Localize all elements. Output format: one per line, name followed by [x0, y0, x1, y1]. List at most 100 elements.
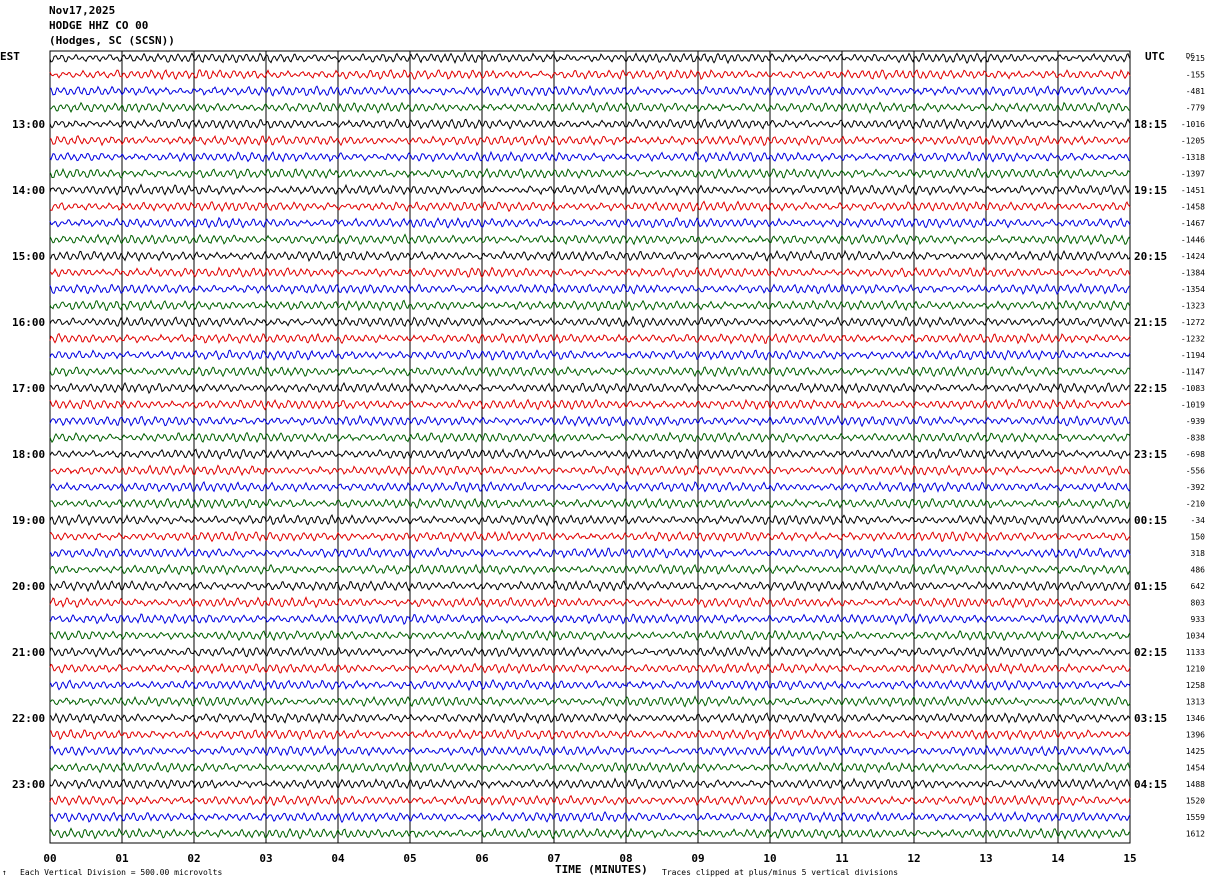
trace-line [49, 513, 1131, 527]
scale-note: Each Vertical Division = 500.00 microvol… [20, 868, 223, 877]
trace-line [49, 662, 1131, 675]
dc-offset-label: 318 [1191, 549, 1206, 558]
trace-line [49, 678, 1131, 692]
trace-line [49, 827, 1131, 841]
dc-offset-label: 1396 [1186, 731, 1205, 740]
dc-offset-label: 1210 [1186, 665, 1205, 674]
x-tick-label: 11 [835, 852, 849, 865]
trace-line [49, 349, 1131, 361]
x-tick-label: 06 [475, 852, 489, 865]
right-hour-label: 21:15 [1134, 316, 1167, 329]
dc-offset-label: -939 [1186, 417, 1205, 426]
dc-offset-label: -838 [1186, 434, 1205, 443]
dc-offset-label: 1425 [1186, 747, 1205, 756]
trace-line [49, 695, 1131, 708]
right-hour-label: 22:15 [1134, 382, 1167, 395]
trace-line [49, 315, 1131, 329]
x-tick-label: 07 [547, 852, 560, 865]
dc-header-label: DC [1186, 52, 1194, 60]
x-tick-label: 03 [259, 852, 272, 865]
x-tick-label: 01 [115, 852, 129, 865]
dc-offset-label: -1232 [1181, 335, 1205, 344]
trace-line [49, 233, 1131, 246]
dc-offset-label: -698 [1186, 450, 1205, 459]
trace-line [49, 810, 1131, 824]
trace-line [49, 365, 1131, 378]
trace-line [49, 628, 1131, 642]
dc-offset-label: 933 [1191, 615, 1206, 624]
trace-line [49, 530, 1131, 543]
trace-line [49, 51, 1131, 65]
right-hour-label: 04:15 [1134, 778, 1167, 791]
dc-offset-label: 1559 [1186, 813, 1205, 822]
trace-line [49, 777, 1131, 791]
dc-offset-label: -392 [1186, 483, 1205, 492]
trace-line [49, 480, 1131, 493]
dc-offset-label: -1318 [1181, 153, 1205, 162]
x-axis-label: TIME (MINUTES) [555, 863, 648, 876]
dc-offset-label: -1019 [1181, 401, 1205, 410]
x-tick-label: 09 [691, 852, 704, 865]
dc-offset-label: -1323 [1181, 302, 1205, 311]
trace-line [49, 794, 1131, 807]
dc-offset-label: 1612 [1186, 830, 1205, 839]
right-hour-label: 20:15 [1134, 250, 1167, 263]
right-hour-label: 02:15 [1134, 646, 1167, 659]
right-hour-label: 00:15 [1134, 514, 1167, 527]
left-hour-label: 15:00 [12, 250, 45, 263]
dc-offset-label: -1384 [1181, 269, 1205, 278]
header-date: Nov17,2025 [49, 4, 116, 17]
dc-offset-label: 1346 [1186, 714, 1205, 723]
dc-offset-label: 1034 [1186, 632, 1205, 641]
trace-line [49, 216, 1131, 229]
dc-offset-label: -1083 [1181, 384, 1205, 393]
trace-line [49, 150, 1131, 163]
dc-offset-label: 1133 [1186, 648, 1205, 657]
trace-line [49, 447, 1131, 461]
seismic-traces [49, 51, 1131, 841]
dc-offset-label: -779 [1186, 104, 1205, 113]
trace-line [49, 69, 1131, 81]
dc-offset-label: 1454 [1186, 764, 1205, 773]
dc-offset-label: -155 [1186, 71, 1205, 80]
dc-offset-label: 1258 [1186, 681, 1205, 690]
right-hour-label: 03:15 [1134, 712, 1167, 725]
dc-offset-label: 803 [1191, 599, 1206, 608]
trace-line [49, 299, 1131, 312]
dc-offset-label: -1016 [1181, 120, 1205, 129]
trace-line [49, 282, 1131, 296]
right-hour-label: 01:15 [1134, 580, 1167, 593]
trace-line [49, 134, 1131, 147]
plot-frame [49, 50, 1131, 844]
right-timezone-label: UTC [1145, 50, 1165, 63]
dc-offset-label: -481 [1186, 87, 1205, 96]
left-hour-label: 16:00 [12, 316, 45, 329]
left-hour-label: 19:00 [12, 514, 45, 527]
right-hour-label: 18:15 [1134, 118, 1167, 131]
left-hour-label: 23:00 [12, 778, 45, 791]
dc-offset-label: -1147 [1181, 368, 1205, 377]
left-timezone-label: EST [0, 50, 20, 63]
trace-line [49, 183, 1131, 197]
right-hour-label: 23:15 [1134, 448, 1167, 461]
dc-offset-label: 1488 [1186, 780, 1205, 789]
dc-offset-label: -1205 [1181, 137, 1205, 146]
dc-offset-label: -1272 [1181, 318, 1205, 327]
dc-offset-label: 1520 [1186, 797, 1205, 806]
dc-offset-label: -1424 [1181, 252, 1205, 261]
dc-offset-label: -1194 [1181, 351, 1205, 360]
left-hour-label: 13:00 [12, 118, 45, 131]
dc-offset-label: -34 [1191, 516, 1206, 525]
trace-line [49, 200, 1131, 213]
trace-line [49, 646, 1131, 658]
trace-line [49, 398, 1131, 411]
x-tick-label: 10 [763, 852, 776, 865]
trace-line [49, 579, 1131, 593]
header-station: HODGE HHZ CO 00 [49, 19, 149, 32]
trace-line [49, 712, 1131, 725]
footer-mark: ↑ [2, 868, 7, 877]
left-hour-label: 14:00 [12, 184, 45, 197]
x-tick-label: 05 [403, 852, 416, 865]
right-hour-label: 19:15 [1134, 184, 1167, 197]
axis-labels: 00 01 02 03 04 05 06 07 08 09 10 11 12 13 14 15 -215 -155… [12, 52, 1205, 865]
